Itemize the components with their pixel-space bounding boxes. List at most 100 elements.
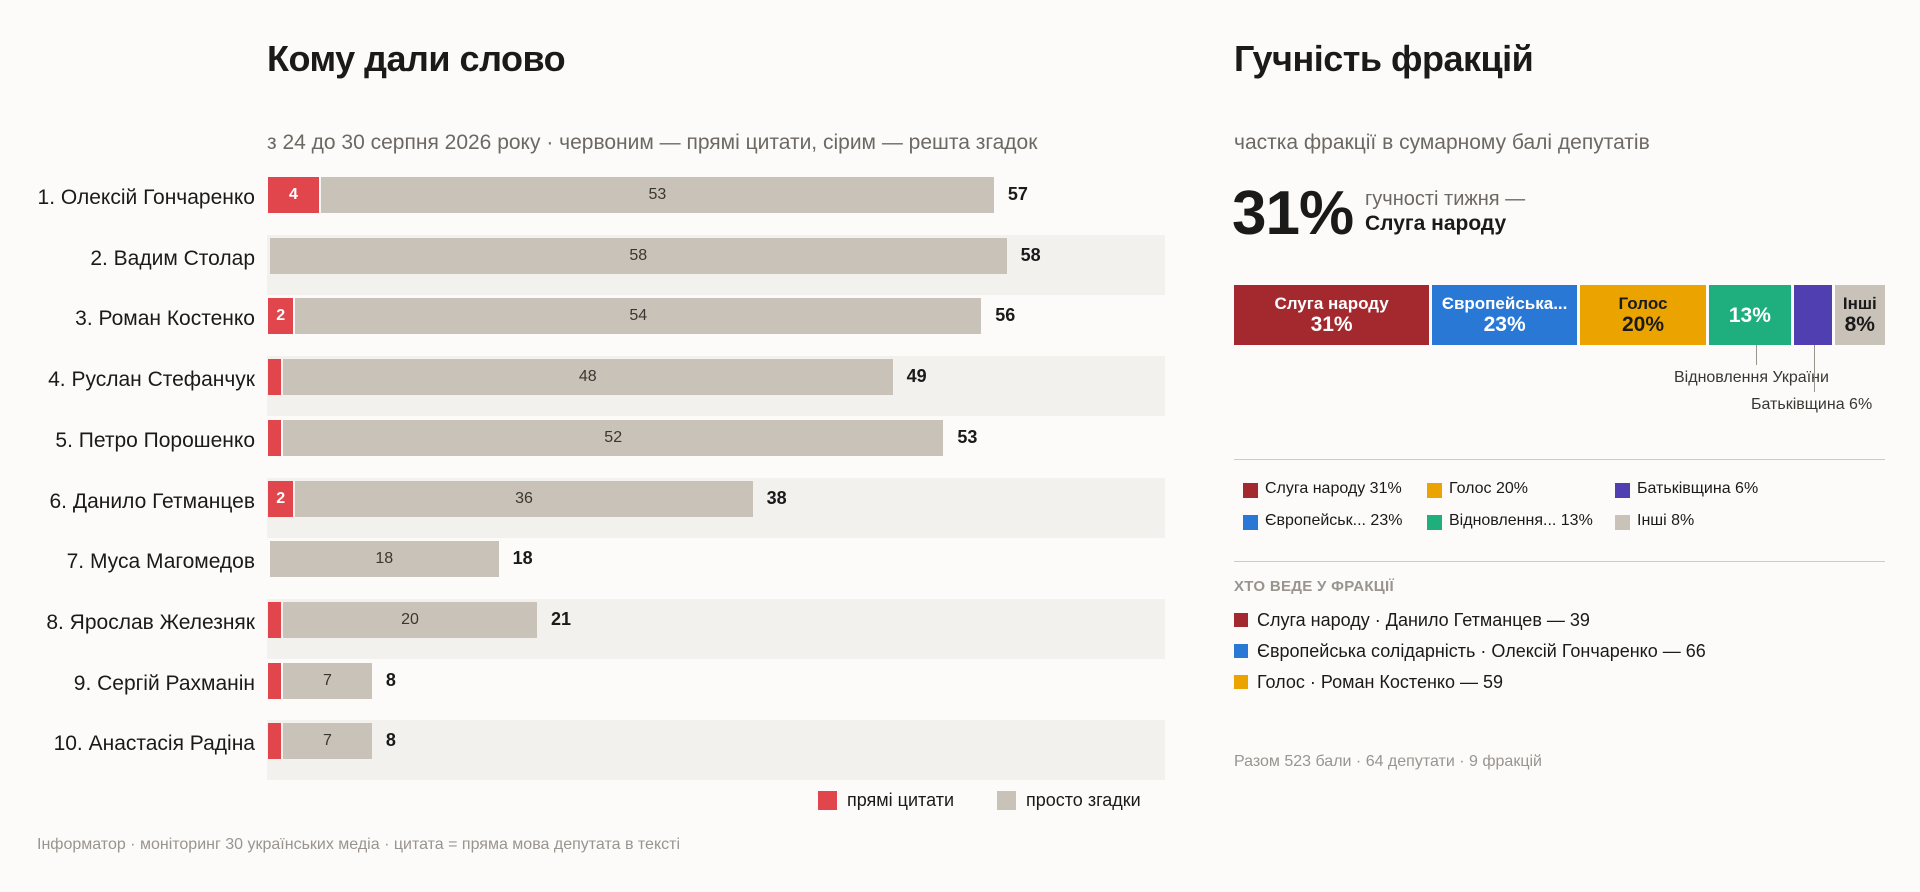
mentions-bar (295, 480, 753, 517)
speaker-name: 2. Вадим Столар (90, 246, 255, 270)
direct-quotes-bar (268, 359, 281, 396)
total-label: 58 (1020, 244, 1041, 265)
faction-segment: Європейська... 23% (1432, 285, 1578, 345)
mentions-label: 36 (515, 489, 533, 507)
direct-quotes-label: 2 (276, 307, 286, 325)
faction-legend-swatch (1427, 515, 1442, 530)
faction-segment-pct: 13% (1728, 303, 1771, 327)
direct-quotes-bar (268, 601, 281, 638)
big-share-faction: Слуга народу (1365, 212, 1507, 235)
speaker-name: 7. Муса Магомедов (66, 550, 255, 574)
legend-label-direct: прямі цитати (847, 790, 954, 810)
speaker-name: 9. Сергій Рахманін (73, 671, 255, 695)
mentions-bar (283, 359, 893, 396)
faction-legend-label: Інші 8% (1637, 512, 1695, 529)
direct-quotes-bar (268, 177, 319, 213)
total-label: 18 (512, 548, 533, 569)
direct-quotes-bar (268, 298, 294, 335)
mentions-bar (283, 419, 944, 456)
faction-legend-label: Відновлення... 13% (1449, 512, 1593, 529)
faction-legend-swatch (1427, 483, 1442, 498)
direct-quotes-bar (268, 662, 281, 699)
leaders-title: ХТО ВЕДЕ У ФРАКЦІЇ (1234, 578, 1394, 595)
leader-text: Голос · Роман Костенко — 59 (1257, 672, 1504, 692)
mentions-label: 48 (578, 368, 597, 386)
direct-quotes-label: 2 (276, 489, 286, 507)
mentions-bar (320, 177, 994, 213)
mentions-bar (270, 541, 499, 578)
speaker-name: 1. Олексій Гончаренко (37, 186, 255, 209)
legend-swatch-direct (818, 791, 837, 810)
mentions-bar (283, 723, 372, 760)
faction-legend-swatch (1615, 515, 1630, 530)
divider-top (1234, 459, 1885, 460)
direct-quotes-bar (268, 480, 294, 517)
callout-line-vidnovlennia (1756, 345, 1757, 365)
leader-swatch (1234, 675, 1248, 689)
footer-note: Інформатор · моніторинг 30 українських м… (37, 836, 681, 853)
faction-segment: Слуга народу 31% (1234, 285, 1430, 345)
faction-legend-swatch (1243, 483, 1258, 498)
callout-line-batkivshchyna (1814, 345, 1815, 392)
direct-quotes-label: 4 (288, 186, 298, 203)
total-label: 8 (385, 730, 396, 751)
total-label: 49 (906, 366, 927, 387)
mentions-label: 18 (375, 550, 394, 568)
total-label: 56 (995, 305, 1016, 326)
speaker-name: 6. Данило Гетманцев (49, 489, 256, 513)
faction-legend-label: Батьківщина 6% (1637, 480, 1759, 497)
big-share-value: 31% (1232, 179, 1354, 248)
leader-text: Слуга народу · Данило Гетманцев — 39 (1257, 610, 1590, 630)
mentions-label: 53 (648, 186, 667, 203)
faction-segment-pct: 20% (1621, 313, 1665, 336)
mentions-bar (295, 298, 982, 335)
direct-quotes-bar (268, 723, 281, 760)
total-label: 53 (957, 426, 978, 447)
faction-segment-pct: 8% (1844, 313, 1875, 336)
faction-segment: 13% (1708, 285, 1791, 345)
speaker-name: 3. Роман Костенко (75, 307, 255, 331)
faction-legend-swatch (1243, 515, 1258, 530)
faction-segment-name: Європейська... (1441, 294, 1568, 313)
mentions-label: 58 (629, 246, 648, 264)
faction-segment-name: Голос (1618, 294, 1668, 313)
mentions-label: 7 (322, 732, 332, 750)
left-subtitle: з 24 до 30 серпня 2026 року · червоним —… (267, 131, 1038, 154)
legend-swatch-mentions (997, 791, 1016, 810)
right-subtitle: частка фракції в сумарному балі депутаті… (1234, 131, 1650, 154)
speaker-name: 4. Руслан Стефанчук (48, 368, 255, 392)
right-title: Гучність фракцій (1234, 38, 1534, 79)
divider-bottom (1234, 561, 1885, 562)
speaker-name: 8. Ярослав Железняк (46, 610, 255, 634)
leader-swatch (1234, 613, 1248, 627)
leader-text: Європейська солідарність · Олексій Гонча… (1257, 641, 1706, 661)
faction-segment: Голос 20% (1580, 285, 1706, 345)
total-label: 38 (766, 487, 787, 508)
row-background (267, 720, 1165, 781)
faction-legend-label: Голос 20% (1449, 480, 1529, 497)
faction-segment (1793, 285, 1832, 345)
total-label: 57 (1007, 184, 1028, 204)
mentions-label: 7 (322, 671, 332, 689)
faction-legend-label: Європейськ... 23% (1265, 512, 1403, 529)
faction-segment-pct: 23% (1483, 313, 1526, 336)
speaker-name: 5. Петро Порошенко (55, 428, 255, 452)
total-label: 8 (385, 669, 396, 690)
faction-legend-swatch (1615, 483, 1630, 498)
direct-quotes-bar (268, 419, 281, 456)
speaker-name: 10. Анастасія Радіна (53, 732, 255, 756)
mentions-bar (283, 601, 537, 638)
big-share-caption: гучності тижня — (1365, 188, 1526, 210)
callout-vidnovlennia: Відновлення України (1674, 369, 1829, 386)
faction-legend-label: Слуга народу 31% (1265, 480, 1402, 497)
faction-segment-pct: 31% (1310, 313, 1353, 336)
faction-segment: Інші 8% (1834, 285, 1885, 345)
mentions-bar (270, 237, 1007, 274)
leader-swatch (1234, 644, 1248, 658)
summary-note: Разом 523 бали · 64 депутати · 9 фракцій (1234, 753, 1542, 770)
total-label: 21 (551, 608, 572, 629)
mentions-label: 54 (629, 307, 648, 325)
legend-label-mentions: просто згадки (1026, 790, 1141, 810)
faction-segment-name: Слуга народу (1274, 294, 1389, 313)
faction-segment-name: Інші (1842, 294, 1877, 313)
